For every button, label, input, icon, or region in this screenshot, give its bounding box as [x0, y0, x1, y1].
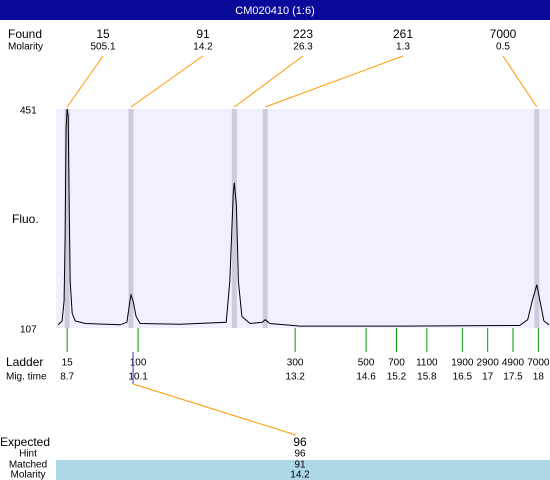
peak-connector: [66, 55, 104, 108]
matched-band: [56, 460, 550, 480]
ladder-time: 10.1: [128, 372, 148, 383]
peak-band: [64, 109, 70, 328]
ladder-time: 17.5: [503, 372, 523, 383]
peak-connector: [265, 55, 404, 108]
found-molarity: 0.5: [496, 42, 510, 53]
matched-value: 91: [294, 460, 306, 471]
ladder-size: 7000: [527, 358, 550, 369]
ladder-time: 14.6: [356, 372, 376, 383]
title-bar: [0, 0, 550, 20]
chart-title: CM020410 (1:6): [235, 5, 315, 17]
ladder-time: 8.7: [60, 372, 74, 383]
found-molarity: 26.3: [293, 42, 313, 53]
peak-connector: [130, 55, 204, 108]
ladder-time: 17: [482, 372, 494, 383]
ladder-size: 100: [130, 358, 147, 369]
hint-value: 96: [294, 449, 306, 460]
ladder-label: Ladder: [6, 355, 43, 369]
ladder-size: 4900: [502, 358, 525, 369]
peak-connector: [502, 55, 538, 108]
ladder-size: 15: [62, 358, 74, 369]
y-tick-label: 107: [20, 325, 37, 336]
peak-band: [128, 109, 134, 328]
found-molarity: 505.1: [90, 42, 115, 53]
mig-time-label: Mig. time: [6, 372, 47, 383]
expected-value: 96: [293, 435, 307, 449]
ladder-size: 1100: [416, 358, 438, 369]
trace: [57, 108, 550, 327]
ladder-time: 13.2: [285, 372, 305, 383]
ladder-time: 15.2: [387, 372, 407, 383]
hint-label: Hint: [19, 449, 37, 460]
ladder-size: 300: [287, 358, 304, 369]
found-molarity: 14.2: [193, 42, 213, 53]
peak-band: [534, 109, 540, 328]
found-size: 91: [196, 27, 210, 41]
peak-connector: [234, 55, 304, 108]
expected-connector: [132, 383, 297, 436]
found-size: 7000: [490, 27, 517, 41]
found-size: 223: [293, 27, 313, 41]
ladder-time: 15.8: [417, 372, 437, 383]
peak-band: [262, 109, 268, 328]
ladder-time: 18: [533, 372, 545, 383]
matched-label: Matched: [9, 460, 47, 471]
ladder-size: 1900: [451, 358, 474, 369]
y-tick-label: 451: [20, 106, 37, 117]
ladder-time: 16.5: [453, 372, 473, 383]
peak-band: [231, 109, 237, 328]
y-label: Fluo.: [12, 212, 39, 226]
molarity-value: 14.2: [290, 470, 310, 480]
ladder-size: 2900: [477, 358, 500, 369]
ladder-size: 700: [388, 358, 405, 369]
found-size: 261: [393, 27, 413, 41]
molarity-label: Molarity: [8, 42, 43, 53]
molarity-row-label: Molarity: [10, 470, 45, 480]
found-label: Found: [8, 27, 42, 41]
found-size: 15: [96, 27, 110, 41]
ladder-size: 500: [358, 358, 375, 369]
found-molarity: 1.3: [396, 42, 410, 53]
expected-label: Expected: [0, 435, 50, 449]
plot-area: [56, 109, 550, 328]
